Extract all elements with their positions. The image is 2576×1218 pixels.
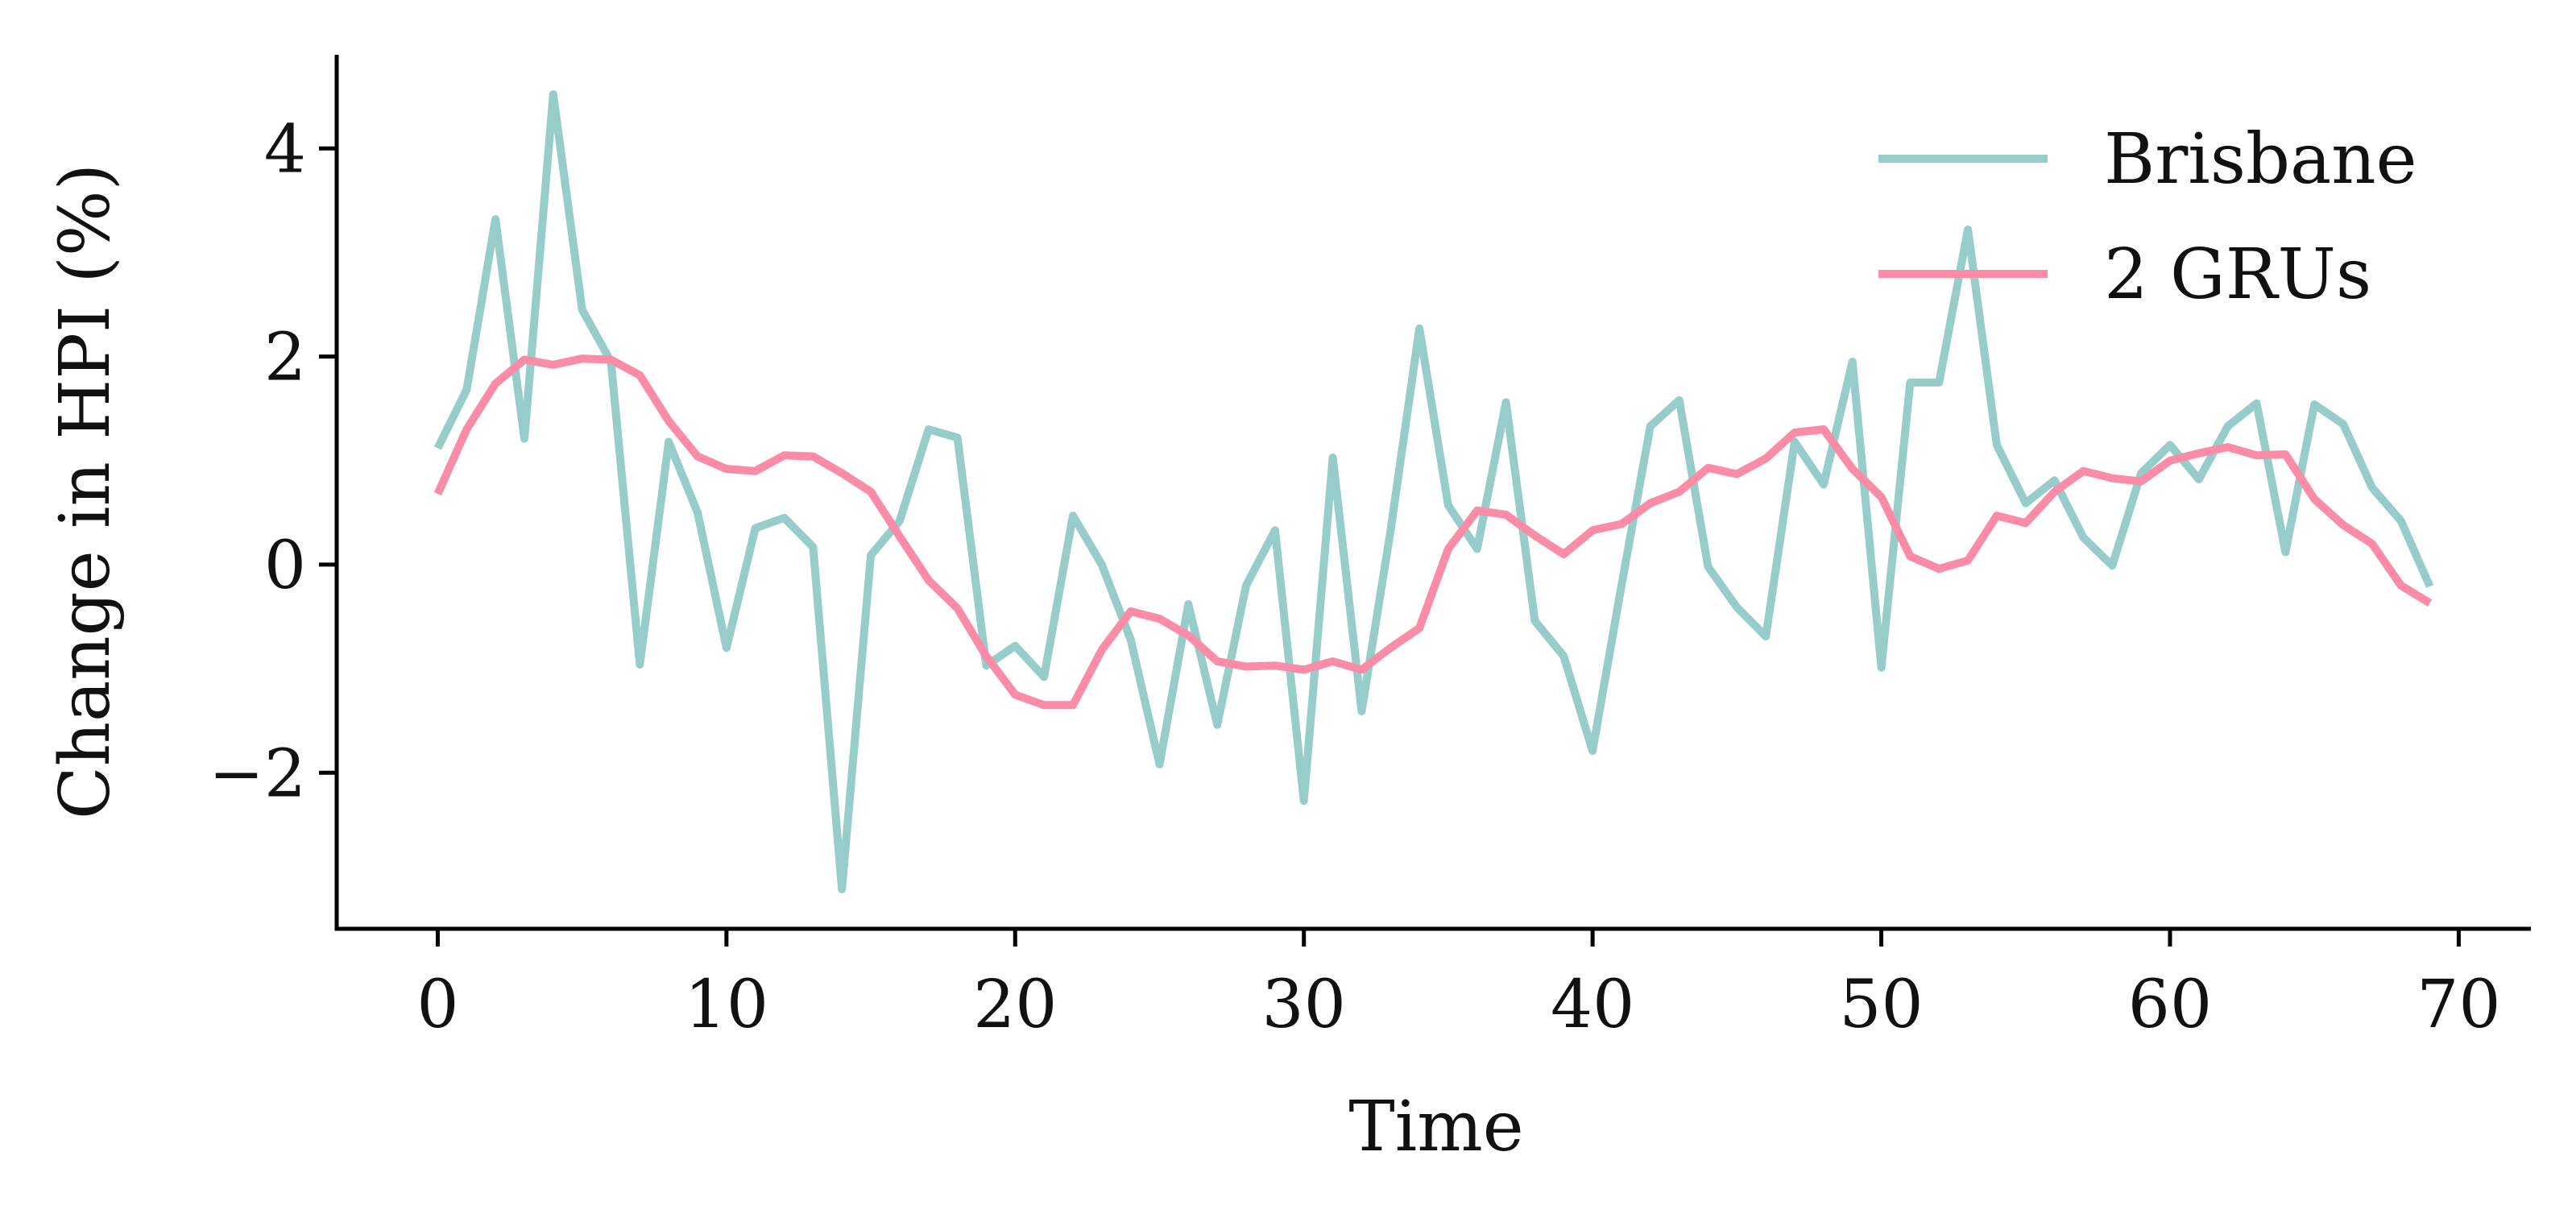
x-tick-label: 10 — [685, 967, 768, 1043]
axes-layer — [334, 55, 2531, 931]
series-line-brisbane — [433, 90, 2434, 893]
series-layer — [433, 90, 2434, 893]
y-ticks: −2 0 2 4 — [209, 111, 337, 812]
y-tick-label: −2 — [209, 735, 306, 812]
x-tick-label: 30 — [1262, 967, 1346, 1043]
x-ticks: 0 10 20 30 40 50 60 70 — [416, 929, 2501, 1043]
legend-label: Brisbane — [2104, 119, 2417, 200]
legend: Brisbane 2 GRUs — [1878, 119, 2417, 315]
x-tick-label: 60 — [2128, 967, 2212, 1043]
x-tick-label: 50 — [1839, 967, 1923, 1043]
x-axis-label: Time — [1348, 1087, 1523, 1167]
x-tick-label: 20 — [973, 967, 1057, 1043]
x-tick-label: 40 — [1551, 967, 1634, 1043]
y-tick-label: 4 — [264, 111, 306, 188]
legend-label: 2 GRUs — [2104, 234, 2371, 315]
y-axis-label: Change in HPI (%) — [45, 164, 126, 819]
series-line-2-grus — [433, 354, 2433, 710]
y-tick-label: 2 — [264, 320, 306, 396]
x-tick-label: 70 — [2417, 967, 2500, 1043]
x-tick-label: 0 — [416, 967, 458, 1043]
y-tick-label: 0 — [264, 528, 306, 604]
